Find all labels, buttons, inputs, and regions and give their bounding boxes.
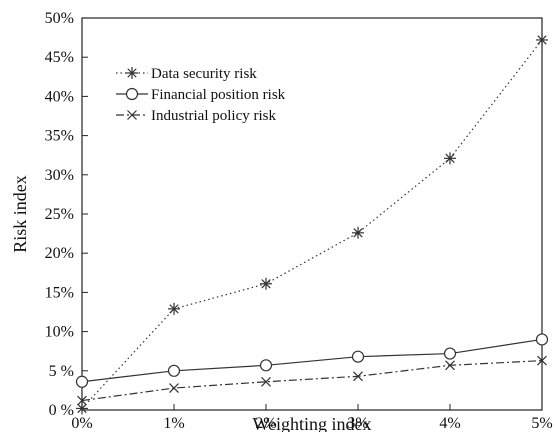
data-point-marker [535,333,549,346]
y-tick-label: 35% [45,128,74,145]
x-tick-label: 1% [163,415,184,432]
data-point-marker [445,360,455,371]
series-2 [75,333,549,388]
data-point-marker [76,402,88,415]
data-point-marker [261,376,271,387]
data-point-marker [536,33,548,46]
y-tick-label: 50% [45,10,74,27]
data-point-marker [352,226,364,239]
x-tick-label: 5% [531,415,552,432]
legend-item: Financial position risk [116,87,286,103]
legend-item: Industrial policy risk [116,108,276,124]
x-axis-label: Weighting index [252,414,371,432]
y-tick-label: 45% [45,49,74,66]
data-point-marker [259,359,273,372]
legend-label: Financial position risk [151,87,286,103]
y-axis: 0 % 5 % 10% 15% 20% 25% 30% 35% 40% 45% 50% [45,10,88,419]
series-1 [76,33,548,415]
data-point-marker [167,364,181,377]
data-point-marker [260,277,272,290]
x-tick-label: 4% [439,415,460,432]
x-tick-label: 3% [347,415,368,432]
series-layer [75,33,549,415]
series-3 [77,355,547,406]
data-point-marker [353,371,363,382]
data-point-marker [443,347,457,360]
data-point-marker [126,67,138,79]
data-point-marker [168,302,180,315]
y-tick-label: 40% [45,88,74,105]
data-point-marker [77,395,87,406]
x-tick-label: 2% [255,415,276,432]
data-point-marker [169,383,179,393]
series-line [81,338,543,383]
x-axis: 0% 1% 2% 3% 4% 5% [71,404,553,432]
y-axis-label: Risk index [10,175,30,253]
y-tick-label: 20% [45,245,74,262]
data-point-marker [125,87,139,101]
x-tick-label: 0% [71,415,92,432]
y-tick-label: 10% [45,324,74,341]
y-tick-label: 0 % [49,402,74,419]
y-tick-label: 5 % [49,363,74,380]
data-point-marker [537,355,547,366]
legend-label: Data security risk [151,66,257,82]
data-point-marker [75,375,89,388]
y-tick-label: 25% [45,206,74,223]
series-line [81,360,543,402]
data-point-marker [444,152,456,165]
y-tick-label: 30% [45,167,74,184]
legend-label: Industrial policy risk [151,108,276,124]
data-point-marker [351,350,365,363]
series-line [81,39,543,409]
legend: Data security risk Financial position ris… [116,66,286,124]
y-tick-label: 15% [45,284,74,301]
legend-item: Data security risk [116,66,257,82]
data-point-marker [127,110,137,120]
